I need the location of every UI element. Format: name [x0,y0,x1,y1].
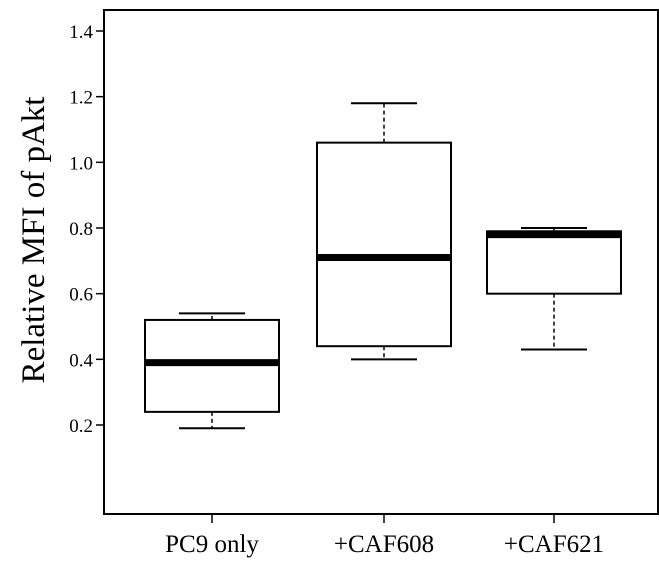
y-axis-title: Relative MFI of pAkt [16,97,52,384]
y-tick-label: 0.2 [69,416,93,437]
iqr-box [486,230,622,295]
x-tick-label: +CAF621 [504,531,604,558]
iqr-box [316,141,452,348]
y-axis-ticks: 0.2 0.4 0.6 0.8 1.0 1.2 1.4 [69,22,104,437]
boxes [144,102,622,430]
y-tick-label: 0.8 [69,219,93,240]
box-2 [316,102,452,361]
y-tick-label: 1.0 [69,153,93,174]
plot-frame [103,9,659,515]
x-axis-ticks: PC9 only +CAF608 +CAF621 [165,514,604,558]
y-tick-label: 1.2 [69,88,93,109]
box-3 [486,227,622,351]
y-tick-label: 1.4 [69,22,93,43]
y-tick-label: 0.6 [69,285,93,306]
box-1 [144,312,280,430]
y-tick-label: 0.4 [69,350,93,371]
x-tick-label: +CAF608 [334,531,434,558]
x-tick-label: PC9 only [165,531,259,558]
